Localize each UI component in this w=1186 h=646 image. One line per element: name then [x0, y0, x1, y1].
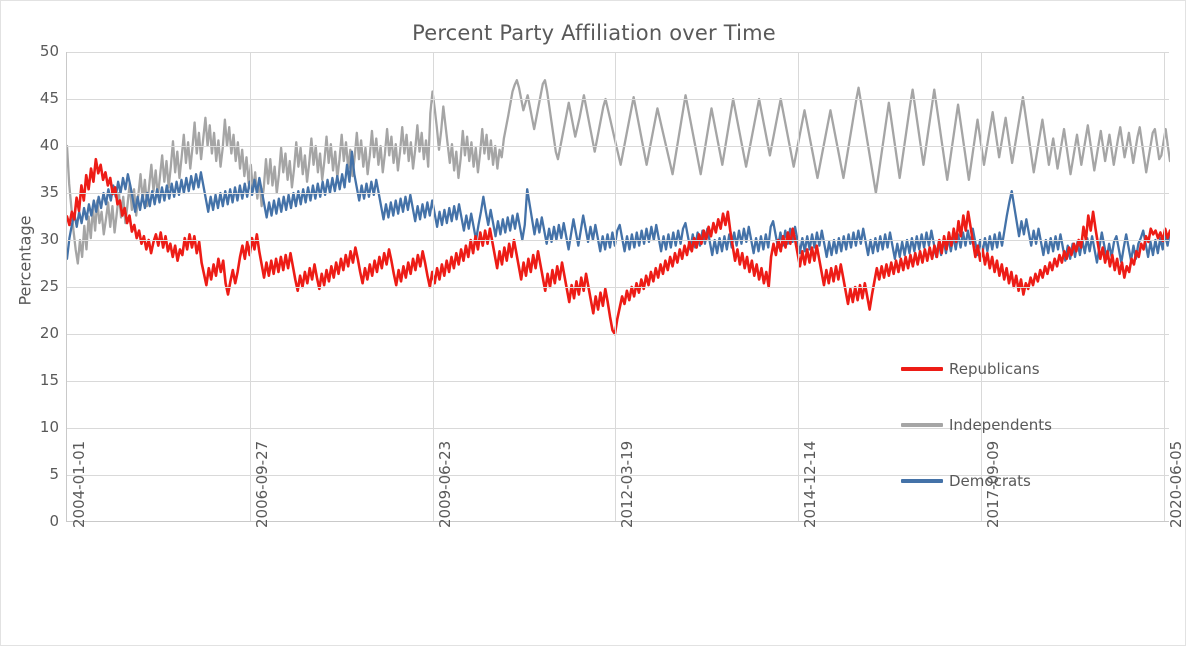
vertical-gridline: [249, 52, 251, 521]
y-tick-label: 15: [39, 371, 59, 389]
vertical-gridline: [615, 52, 617, 521]
x-tick-label: 2020-06-05: [1166, 440, 1185, 528]
horizontal-gridline: [67, 52, 1169, 53]
horizontal-gridline: [67, 240, 1169, 241]
vertical-gridline: [981, 52, 983, 521]
legend-swatch-icon: [901, 423, 943, 427]
horizontal-gridline: [67, 475, 1169, 476]
y-tick-label: 30: [39, 230, 59, 248]
x-tick-label: 2004-01-01: [70, 440, 88, 528]
vertical-gridline: [798, 52, 800, 521]
x-tick-label: 2012-03-19: [618, 440, 637, 528]
series-line-democrats: [67, 152, 1170, 263]
y-tick-label: 45: [39, 89, 59, 107]
vertical-gridline: [432, 52, 434, 521]
y-tick-label: 0: [49, 512, 59, 530]
x-tick-label: 2014-12-14: [801, 440, 820, 528]
legend-item-democrats[interactable]: Democrats: [901, 453, 1131, 509]
legend-label: Independents: [949, 416, 1052, 434]
legend-swatch-icon: [901, 367, 943, 371]
legend-swatch-icon: [901, 479, 943, 483]
horizontal-gridline: [67, 99, 1169, 100]
series-line-republicans: [67, 159, 1170, 334]
y-tick-label: 50: [39, 42, 59, 60]
chart-title: Percent Party Affiliation over Time: [412, 21, 776, 45]
y-axis-tick-labels: 50 45 40 35 30 25 20 15 10 5 0: [9, 1, 59, 645]
y-tick-label: 20: [39, 324, 59, 342]
chart-legend: Republicans Independents Democrats: [901, 341, 1131, 509]
legend-item-republicans[interactable]: Republicans: [901, 341, 1131, 397]
x-tick-label: 2006-09-27: [252, 440, 271, 528]
y-tick-label: 5: [49, 465, 59, 483]
x-tick-label: 2009-06-23: [435, 440, 454, 528]
horizontal-gridline: [67, 334, 1169, 335]
y-tick-label: 40: [39, 136, 59, 154]
y-tick-label: 25: [39, 277, 59, 295]
series-lines: [67, 52, 1170, 522]
horizontal-gridline: [67, 146, 1169, 147]
horizontal-gridline: [67, 193, 1169, 194]
horizontal-gridline: [67, 428, 1169, 429]
y-tick-label: 10: [39, 418, 59, 436]
legend-item-independents[interactable]: Independents: [901, 397, 1131, 453]
y-tick-label: 35: [39, 183, 59, 201]
horizontal-gridline: [67, 381, 1169, 382]
horizontal-gridline: [67, 287, 1169, 288]
legend-label: Democrats: [949, 472, 1031, 490]
legend-label: Republicans: [949, 360, 1040, 378]
vertical-gridline: [1163, 52, 1165, 521]
series-line-independents: [67, 80, 1170, 263]
plot-area: [66, 52, 1169, 522]
